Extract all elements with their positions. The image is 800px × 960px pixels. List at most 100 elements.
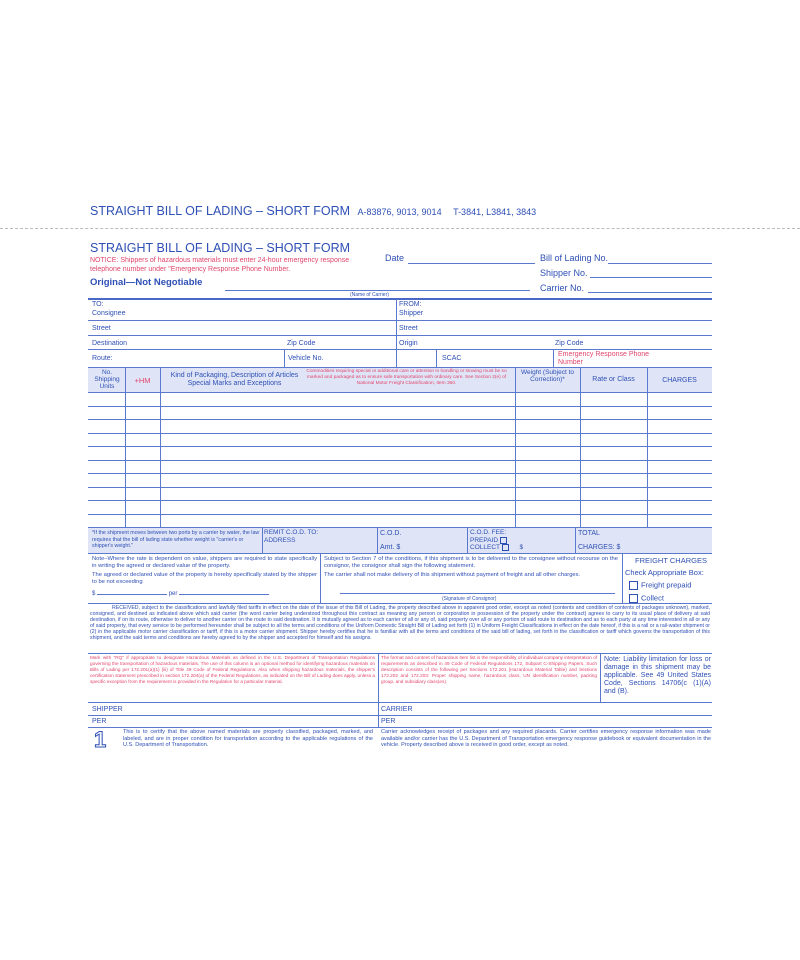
col-commodities: Commodities requiring special or additio…: [306, 369, 507, 386]
to-label: TO:: [92, 301, 104, 308]
shipper-certification: This is to certify that the above named …: [123, 729, 373, 748]
table-row[interactable]: [88, 446, 712, 447]
hazmat-format-note: The format and content of hazardous item…: [381, 655, 597, 684]
table-row[interactable]: [88, 513, 712, 515]
carrier-signature-field[interactable]: CARRIER: [381, 706, 413, 713]
cod-amount-field[interactable]: Amt. $: [380, 544, 401, 551]
bol-no-label: Bill of Lading No.: [540, 253, 609, 263]
total-label: TOTAL: [578, 530, 600, 537]
totals-row: [88, 527, 712, 553]
column-divider: [580, 367, 581, 527]
check-box-label: Check Appropriate Box:: [625, 568, 704, 577]
section7-note: Subject to Section 7 of the conditions, …: [324, 556, 618, 569]
table-row[interactable]: [88, 486, 712, 488]
route-field[interactable]: Route:: [92, 355, 113, 362]
divider: [88, 367, 712, 368]
total-charges-field[interactable]: CHARGES: $: [578, 544, 621, 551]
divider: [600, 653, 601, 702]
divider: [622, 553, 623, 603]
form-title: STRAIGHT BILL OF LADING – SHORT FORM: [90, 241, 351, 255]
shipper-per-field[interactable]: PER: [92, 718, 107, 725]
carrier-per-field[interactable]: PER: [381, 718, 396, 725]
divider: [88, 653, 712, 654]
carrier-no-field[interactable]: [588, 292, 712, 293]
table-row[interactable]: [88, 392, 712, 393]
prepaid-checkbox[interactable]: PREPAID: [470, 536, 523, 545]
divider: [467, 527, 468, 553]
divider: [88, 553, 712, 554]
col-charges: CHARGES: [662, 377, 697, 384]
col-kind: Kind of Packaging, Description of Articl…: [170, 372, 299, 387]
column-divider: [515, 367, 516, 527]
column-divider: [125, 367, 126, 527]
carrier-no-label: Carrier No.: [540, 283, 585, 293]
cod-fee-label: C.O.D. FEE:: [470, 529, 507, 536]
collect-checkbox[interactable]: COLLECT $: [470, 544, 523, 552]
remit-cod-field[interactable]: REMIT C.O.D. TO: ADDRESS: [264, 529, 319, 544]
water-note: *If the shipment moves between two ports…: [92, 530, 260, 549]
cod-label: C.O.D.: [380, 530, 402, 537]
col-weight: Weight (Subject to Correction)*: [521, 369, 574, 383]
destination-field[interactable]: Destination: [92, 340, 128, 347]
destination-zip-field[interactable]: Zip Code: [287, 340, 316, 347]
date-field[interactable]: [408, 263, 535, 264]
divider: [88, 702, 712, 703]
freight-collect-checkbox[interactable]: Collect: [629, 594, 664, 603]
consignee-street-field[interactable]: Street: [92, 325, 111, 332]
product-title: STRAIGHT BILL OF LADING – SHORT FORM: [90, 204, 351, 218]
origin-field[interactable]: Origin: [399, 340, 418, 347]
divider: [575, 527, 576, 553]
received-terms: RECEIVED, subject to the classifications…: [90, 605, 711, 642]
divider: [553, 350, 554, 367]
freight-prepaid-checkbox[interactable]: Freight prepaid: [629, 581, 691, 590]
column-divider: [160, 367, 161, 527]
cod-fee-dollar: $: [519, 544, 524, 552]
freight-collect-label: Collect: [641, 593, 664, 603]
name-of-carrier-label: (Name of Carrier): [350, 292, 389, 298]
product-codes: A-83876, 9013, 9014: [357, 207, 442, 217]
carrier-statement: The carrier shall not make delivery of t…: [324, 572, 581, 578]
col-rate: Rate or Class: [592, 376, 635, 383]
prepaid-label: PREPAID: [470, 536, 499, 544]
original-label: Original—Not Negotiable: [90, 277, 203, 288]
table-row[interactable]: [88, 473, 712, 474]
collect-label: COLLECT: [470, 544, 500, 552]
shipper-no-label: Shipper No.: [540, 268, 588, 278]
table-row[interactable]: [88, 459, 712, 461]
carrier-acknowledgement: Carrier acknowledges receipt of packages…: [381, 729, 711, 748]
divider: [88, 349, 712, 350]
freight-prepaid-label: Freight prepaid: [641, 580, 692, 590]
table-row[interactable]: [88, 432, 712, 434]
shipper-no-field[interactable]: [590, 277, 712, 278]
from-label: FROM:: [399, 301, 422, 308]
shipper-signature-field[interactable]: SHIPPER: [92, 706, 123, 713]
table-row[interactable]: [88, 419, 712, 420]
carrier-name-field[interactable]: [225, 290, 530, 291]
divider: [320, 553, 321, 603]
divider: [88, 320, 712, 321]
cod-fee: C.O.D. FEE: PREPAID COLLECT $: [470, 529, 523, 552]
divider: [377, 527, 378, 553]
value-note: Note–Where the rate is dependent on valu…: [92, 556, 317, 569]
vehicle-field[interactable]: Vehicle No.: [288, 355, 324, 362]
emergency-phone-field[interactable]: Emergency Response Phone Number: [558, 351, 650, 366]
shipper-street-field[interactable]: Street: [399, 325, 418, 332]
declared-value-note: The agreed or declared value of the prop…: [92, 572, 317, 585]
scac-field[interactable]: SCAC: [442, 355, 462, 362]
per-label: per: [168, 591, 178, 597]
consignee-field[interactable]: Consignee: [92, 310, 126, 317]
consignor-signature-field[interactable]: [340, 593, 615, 594]
origin-zip-field[interactable]: Zip Code: [555, 340, 584, 347]
declared-value-field[interactable]: $ per: [92, 591, 270, 597]
bol-no-field[interactable]: [608, 263, 712, 264]
hazmat-notice: NOTICE: Shippers of hazardous materials …: [90, 257, 350, 273]
product-header: STRAIGHT BILL OF LADING – SHORT FORM A-8…: [90, 204, 536, 218]
shipper-field[interactable]: Shipper: [399, 310, 424, 317]
table-row[interactable]: [88, 500, 712, 501]
divider: [88, 727, 712, 728]
divider: [396, 299, 397, 367]
table-row[interactable]: [88, 405, 712, 407]
divider: [88, 335, 712, 336]
date-label: Date: [385, 253, 405, 263]
divider: [284, 350, 285, 367]
